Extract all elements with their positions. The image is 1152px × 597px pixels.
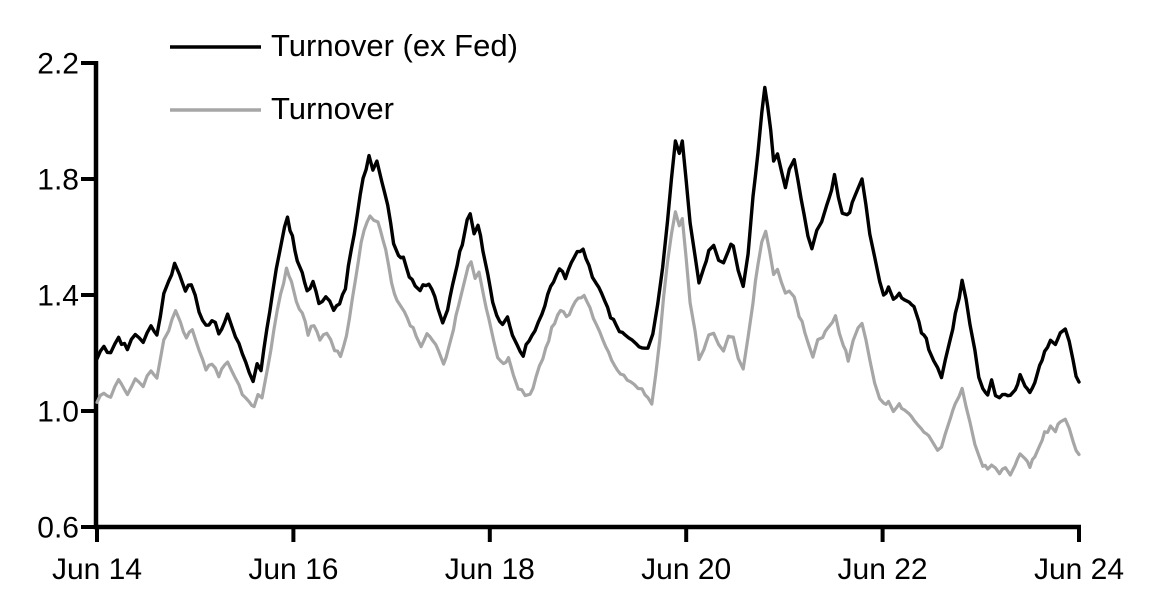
- axes: [81, 61, 1081, 542]
- data-series-lines: [95, 85, 1081, 477]
- series-line-turnover-ex-fed: [95, 85, 1081, 400]
- y-axis-tick-label: 1.8: [37, 164, 79, 197]
- x-axis-tick-label: Jun 18: [445, 553, 535, 586]
- y-axis-tick-label: 1.0: [37, 396, 79, 429]
- x-axis-tick-label: Jun 22: [838, 553, 928, 586]
- y-axis-tick-label: 2.2: [37, 48, 79, 81]
- legend-label-turnover: Turnover: [271, 91, 394, 126]
- legend: Turnover (ex Fed) Turnover: [170, 28, 518, 126]
- series-line-turnover: [95, 210, 1081, 477]
- legend-label-turnover-ex-fed: Turnover (ex Fed): [271, 28, 518, 63]
- x-axis-tick-label: Jun 14: [52, 553, 142, 586]
- x-axis-tick-label: Jun 20: [641, 553, 731, 586]
- x-axis-tick-label: Jun 16: [248, 553, 338, 586]
- axis-tick-labels: 0.6 1.0 1.4 1.8 2.2 Jun 14 Jun 16 Jun 18 Jun 20 J…: [37, 48, 1124, 587]
- x-axis-tick-label: Jun 24: [1034, 553, 1124, 586]
- y-axis-tick-label: 1.4: [37, 280, 79, 313]
- y-axis-tick-label: 0.6: [37, 512, 79, 545]
- axis-lines: [93, 61, 1081, 530]
